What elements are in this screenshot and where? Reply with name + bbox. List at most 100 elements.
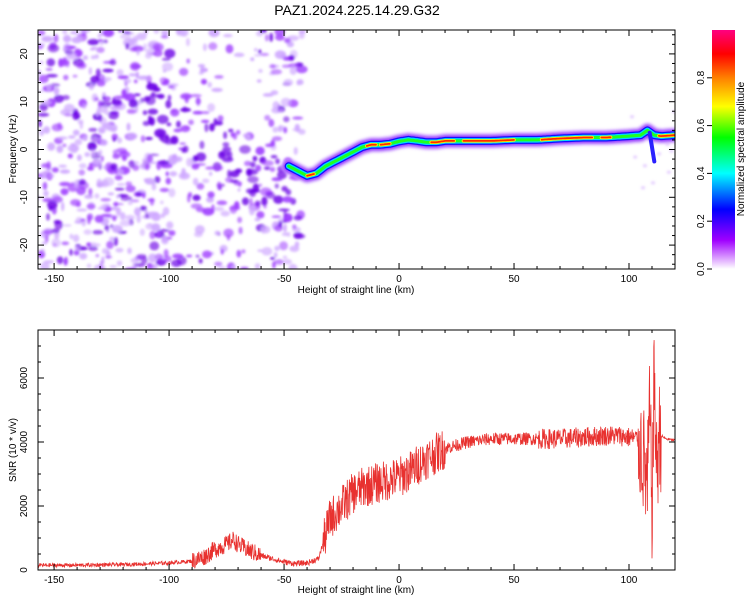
spectrogram-cell — [270, 257, 275, 260]
spectrogram-cell — [281, 64, 292, 68]
spectrogram-cell — [214, 75, 224, 79]
spectrogram-cell — [129, 62, 141, 71]
spectrogram-cell — [148, 223, 152, 226]
spectrogram-cell — [263, 166, 271, 170]
spectrogram-cell — [73, 250, 80, 256]
spectrogram-cell — [293, 147, 298, 155]
spectrogram-cell — [94, 215, 104, 223]
spectrogram-cell — [246, 168, 253, 177]
spectrogram-cell — [43, 260, 55, 264]
spectrogram-cell — [238, 181, 242, 188]
spectrogram-cell — [266, 192, 276, 199]
spectrogram-cell — [233, 52, 245, 58]
spectrogram-cell — [162, 206, 170, 216]
spectrogram-cell — [98, 126, 106, 134]
spectrogram-cell — [90, 75, 101, 84]
spectrogram-cell — [642, 164, 647, 168]
spectrogram-cell — [113, 201, 119, 207]
spectrogram-cell — [216, 200, 228, 206]
spectrogram-cell — [147, 262, 152, 267]
spectrogram-y-tick-label: 0 — [19, 146, 30, 152]
spectrogram-cell — [116, 69, 124, 76]
spectrogram-cell — [88, 162, 93, 168]
spectrogram-cell — [126, 108, 137, 114]
spectrogram-cell — [145, 136, 153, 141]
spectrogram-cell — [282, 196, 294, 203]
spectrogram-cell — [83, 229, 92, 235]
spectrogram-cell — [149, 230, 156, 240]
spectrogram-cell — [65, 55, 78, 60]
spectrogram-cell — [90, 242, 97, 247]
spectrogram-cell — [64, 256, 69, 266]
spectrogram-cell — [198, 71, 204, 75]
spectrogram-cell — [292, 224, 297, 230]
spectrogram-ridge-peak-core — [306, 173, 315, 177]
spectrogram-x-axis: -150 -100 -50 0 50 100 — [44, 30, 676, 285]
spectrogram-cell — [101, 247, 110, 255]
spectrogram-cell — [53, 34, 59, 43]
snr-y-axis: 0 2000 4000 6000 — [19, 329, 675, 573]
spectrogram-cell — [255, 164, 262, 172]
spectrogram-ridge — [281, 122, 675, 184]
spectrogram-cell — [173, 128, 183, 133]
colorbar: 0.0 0.2 0.4 0.6 0.8 Normalized spectral ampl… — [696, 30, 747, 276]
spectrogram-cell — [118, 30, 123, 33]
spectrogram-cell — [167, 83, 179, 87]
spectrogram-cell — [125, 181, 133, 187]
spectrogram-cell — [146, 154, 154, 163]
spectrogram-cell — [256, 79, 262, 83]
spectrogram-cell — [47, 44, 60, 53]
spectrogram-cell — [119, 34, 132, 40]
spectrogram-cell — [208, 30, 220, 38]
spectrogram-x-tick-label: -100 — [159, 274, 179, 285]
spectrogram-cell — [274, 183, 279, 189]
spectrogram-cell — [75, 114, 81, 120]
spectrogram-cell — [139, 228, 145, 236]
spectrogram-cell — [96, 105, 109, 113]
spectrogram-cell — [137, 75, 147, 81]
spectrogram-cell — [254, 200, 261, 207]
spectrogram-cell — [64, 49, 74, 55]
spectrogram-cell — [283, 116, 290, 123]
spectrogram-cell — [216, 181, 222, 191]
spectrogram-cell — [117, 137, 123, 144]
spectrogram-cell — [142, 192, 146, 199]
spectrogram-cell — [60, 201, 65, 212]
spectrogram-cell — [111, 99, 122, 106]
spectrogram-y-label: Frequency (Hz) — [8, 115, 19, 184]
spectrogram-cell — [179, 67, 189, 76]
spectrogram-cell — [167, 85, 175, 89]
spectrogram-cell — [657, 152, 662, 156]
spectrogram-cell — [147, 198, 156, 202]
spectrogram-cell — [78, 179, 86, 185]
spectrogram-cell — [72, 234, 80, 243]
spectrogram-cell — [46, 83, 52, 92]
spectrogram-cell — [125, 214, 136, 221]
spectrogram-cell — [102, 39, 109, 44]
spectrogram-cell — [114, 187, 125, 191]
spectrogram-cell — [84, 152, 91, 157]
spectrogram-cell — [133, 79, 138, 84]
spectrogram-cell — [109, 106, 122, 111]
spectrogram-cell — [154, 128, 167, 138]
spectrogram-cell — [62, 143, 67, 148]
spectrogram-cell — [112, 137, 117, 142]
spectrogram-cell — [127, 247, 132, 254]
spectrogram-cell — [39, 60, 44, 65]
spectrogram-cell — [182, 106, 187, 113]
spectrogram-cell — [134, 262, 146, 268]
spectrogram-cell — [204, 123, 209, 133]
spectrogram-cell — [186, 157, 193, 167]
spectrogram-noise — [38, 30, 675, 269]
spectrogram-cell — [112, 215, 117, 222]
spectrogram-cell — [90, 148, 95, 157]
spectrogram-cell — [158, 259, 168, 263]
spectrogram-cell — [207, 103, 216, 112]
spectrogram-cell — [205, 166, 216, 170]
spectrogram-cell — [254, 263, 261, 269]
spectrogram-cell — [168, 230, 176, 236]
colorbar-ticks: 0.0 0.2 0.4 0.6 0.8 — [696, 70, 712, 276]
spectrogram-cell — [227, 169, 232, 178]
spectrogram-cell — [270, 69, 283, 75]
spectrogram-cell — [288, 263, 298, 269]
